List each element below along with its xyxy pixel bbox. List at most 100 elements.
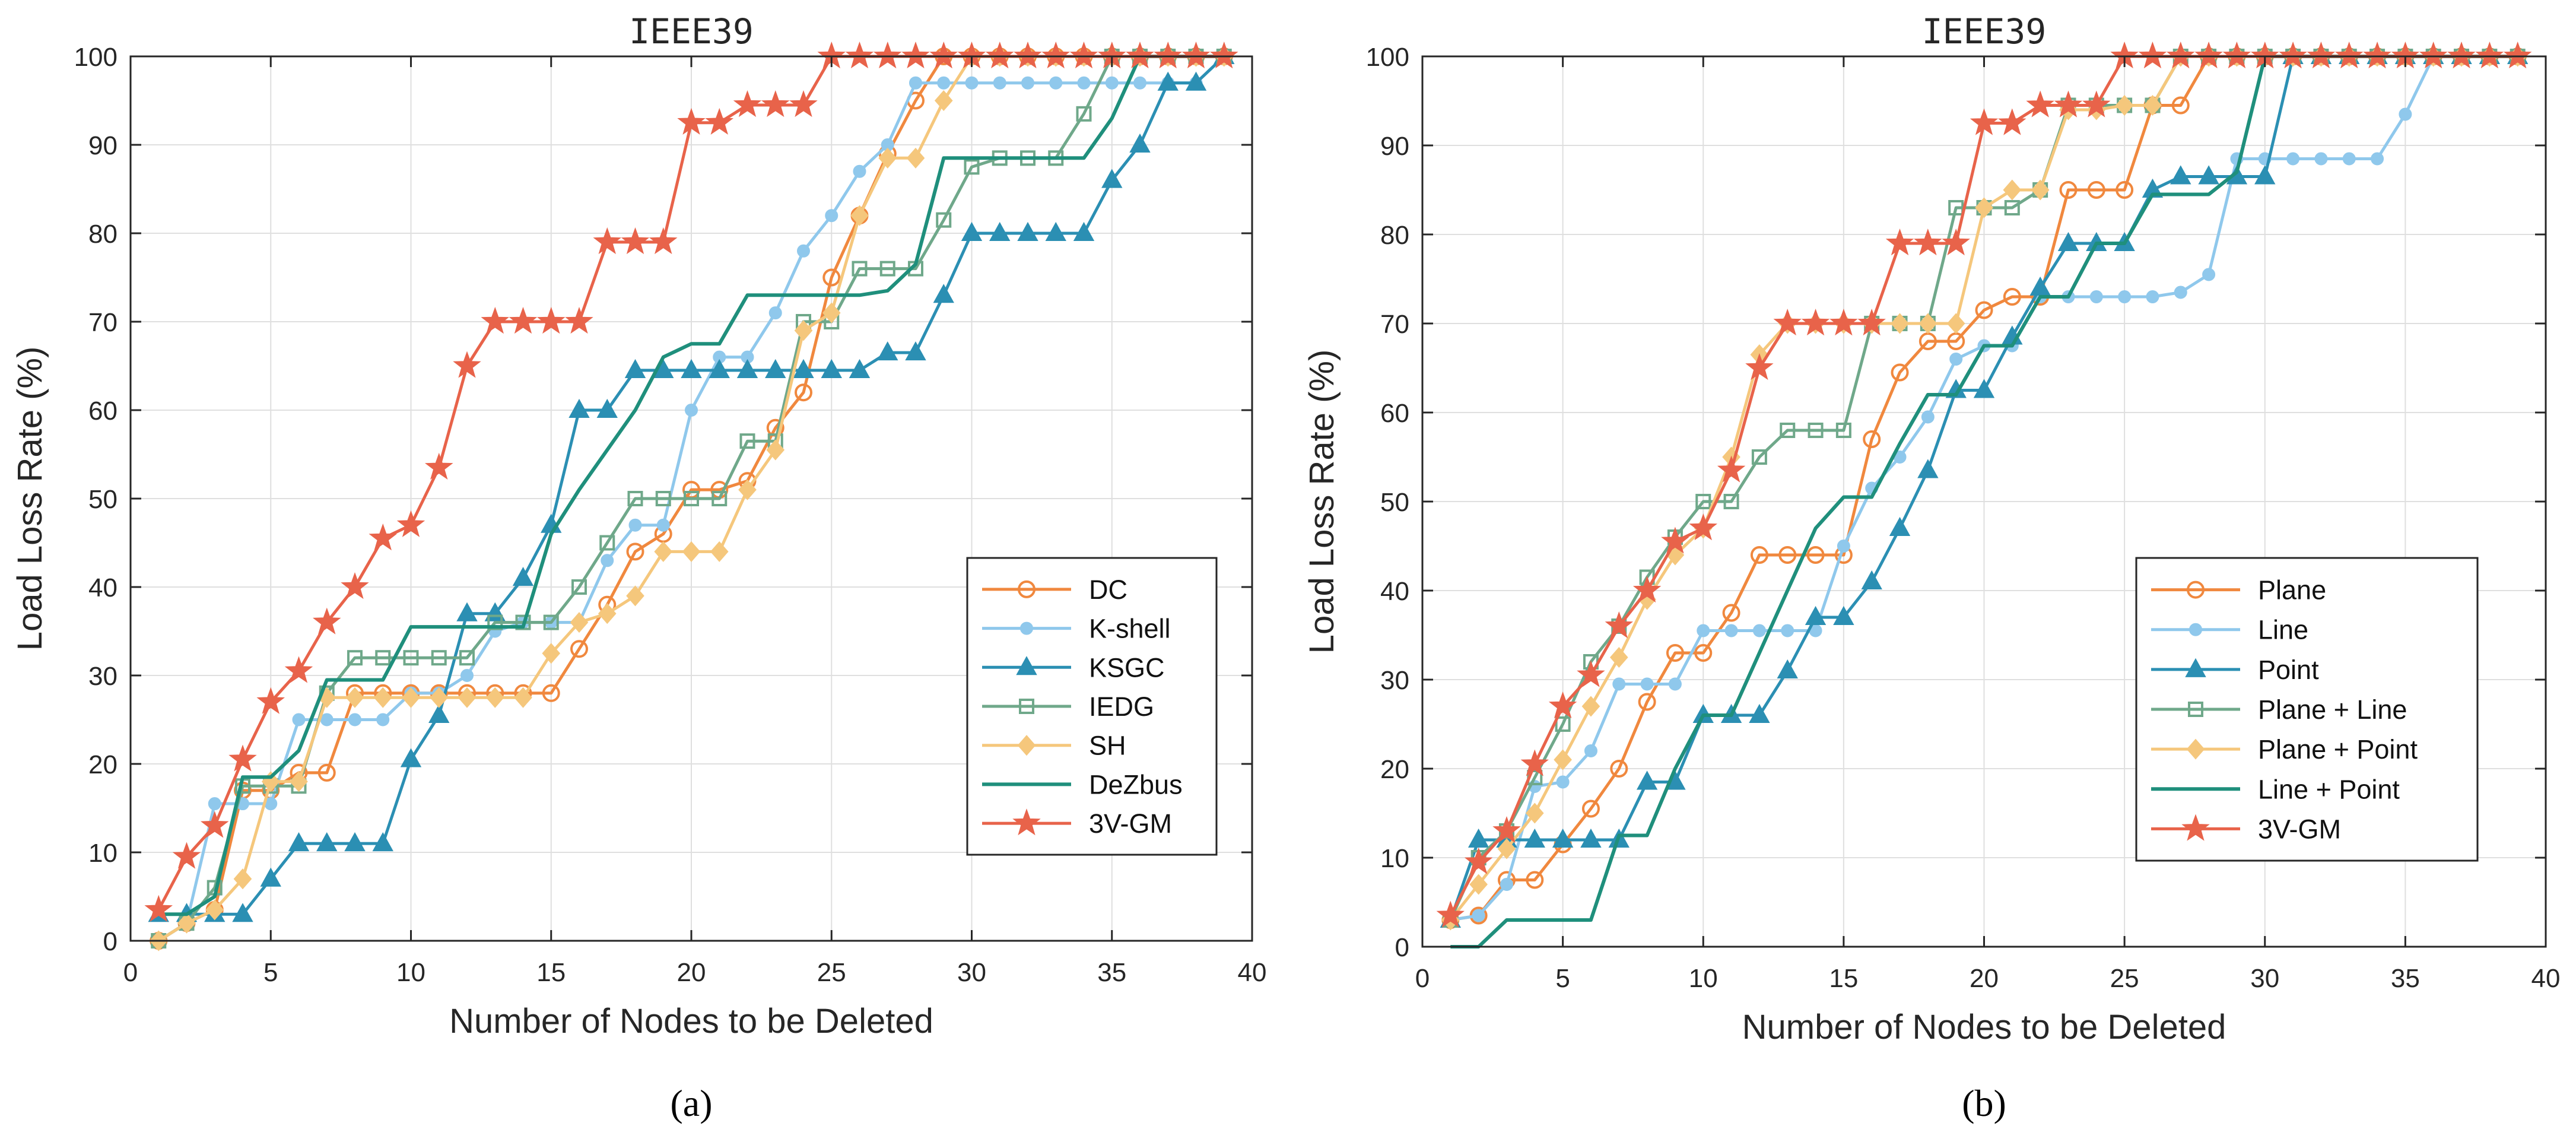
data-point xyxy=(821,359,842,378)
data-point xyxy=(1778,546,1797,564)
data-point xyxy=(852,261,868,277)
data-point xyxy=(570,640,588,658)
data-point xyxy=(2143,94,2162,116)
data-point xyxy=(369,524,398,551)
data-point xyxy=(1745,353,1774,380)
data-point xyxy=(682,541,701,562)
data-point xyxy=(2363,42,2391,69)
series-line xyxy=(158,55,1224,916)
data-point xyxy=(1751,449,1767,465)
data-point xyxy=(733,90,762,118)
data-point xyxy=(403,650,419,666)
legend-marker xyxy=(1016,656,1037,675)
x-tick-label: 20 xyxy=(1970,964,1999,993)
data-point xyxy=(964,159,980,175)
data-point xyxy=(2447,42,2476,69)
data-point xyxy=(2314,152,2328,166)
data-point xyxy=(905,341,926,361)
legend-marker xyxy=(2181,814,2210,841)
x-tick-label: 10 xyxy=(396,958,425,987)
data-point xyxy=(1724,624,1738,637)
data-point xyxy=(2399,107,2412,121)
data-point xyxy=(993,76,1006,90)
data-point xyxy=(312,607,341,635)
chart-title: IEEE39 xyxy=(1922,11,2047,52)
data-point xyxy=(934,90,953,112)
data-point xyxy=(825,209,838,223)
data-point xyxy=(200,811,229,838)
data-point xyxy=(2057,231,2079,251)
x-tick-label: 30 xyxy=(957,958,986,987)
data-point xyxy=(233,868,252,890)
data-point xyxy=(1464,847,1493,874)
data-point xyxy=(2194,42,2223,69)
y-tick-label: 100 xyxy=(74,43,117,72)
legend-marker xyxy=(2186,738,2205,760)
data-point xyxy=(2031,179,2050,201)
data-point xyxy=(2174,286,2187,299)
data-point xyxy=(1694,644,1713,662)
y-tick-label: 40 xyxy=(88,573,117,602)
data-point xyxy=(542,684,560,702)
chart-title: IEEE39 xyxy=(629,11,754,52)
data-point xyxy=(1609,646,1628,668)
data-point xyxy=(1948,200,1964,215)
x-tick-label: 35 xyxy=(2391,964,2420,993)
data-point xyxy=(879,261,895,277)
data-point xyxy=(1045,221,1066,241)
data-point xyxy=(543,614,559,630)
data-point xyxy=(877,341,898,361)
data-point xyxy=(2138,42,2167,69)
x-tick-label: 15 xyxy=(536,958,566,987)
data-point xyxy=(1436,900,1465,928)
data-point xyxy=(937,76,951,90)
y-tick-label: 80 xyxy=(88,220,117,249)
data-point xyxy=(2198,165,2219,185)
legend-marker xyxy=(1020,621,1033,635)
data-point xyxy=(961,221,983,241)
data-point xyxy=(345,687,364,708)
y-tick-label: 30 xyxy=(1380,666,1409,695)
data-point xyxy=(929,42,958,69)
data-point xyxy=(1829,309,1858,336)
x-tick-label: 15 xyxy=(1829,964,1858,993)
data-point xyxy=(1801,309,1830,336)
data-point xyxy=(1973,379,1995,398)
data-point xyxy=(2003,179,2022,201)
data-point xyxy=(627,491,643,506)
data-point xyxy=(2475,42,2504,69)
data-point xyxy=(1472,909,1485,922)
data-point xyxy=(1808,423,1824,438)
data-point xyxy=(598,603,617,624)
data-point xyxy=(677,107,706,135)
data-point xyxy=(765,359,786,378)
data-point xyxy=(1049,76,1063,90)
data-point xyxy=(2026,90,2054,118)
y-tick-label: 80 xyxy=(1380,221,1409,250)
data-point xyxy=(1837,540,1850,553)
data-point xyxy=(348,713,361,727)
data-point xyxy=(144,894,173,922)
legend-label: K-shell xyxy=(1089,614,1171,644)
data-point xyxy=(1889,516,1911,536)
data-point xyxy=(458,687,477,708)
data-point xyxy=(793,359,814,378)
x-tick-label: 40 xyxy=(1238,958,1267,987)
data-point xyxy=(1556,775,1570,789)
data-point xyxy=(649,227,678,255)
x-axis-label: Number of Nodes to be Deleted xyxy=(449,1002,933,1041)
data-point xyxy=(485,687,504,708)
y-tick-label: 10 xyxy=(88,839,117,868)
data-point xyxy=(1949,353,1963,366)
legend-marker xyxy=(1012,808,1041,836)
data-point xyxy=(396,510,425,537)
data-point xyxy=(797,244,810,258)
y-tick-label: 40 xyxy=(1380,577,1409,606)
data-point xyxy=(1891,313,1909,334)
y-axis-label: Load Loss Rate (%) xyxy=(11,347,49,651)
data-point xyxy=(906,147,925,169)
data-point xyxy=(1805,605,1827,625)
data-point xyxy=(1780,423,1796,438)
data-point xyxy=(2170,165,2191,185)
data-point xyxy=(542,643,561,664)
